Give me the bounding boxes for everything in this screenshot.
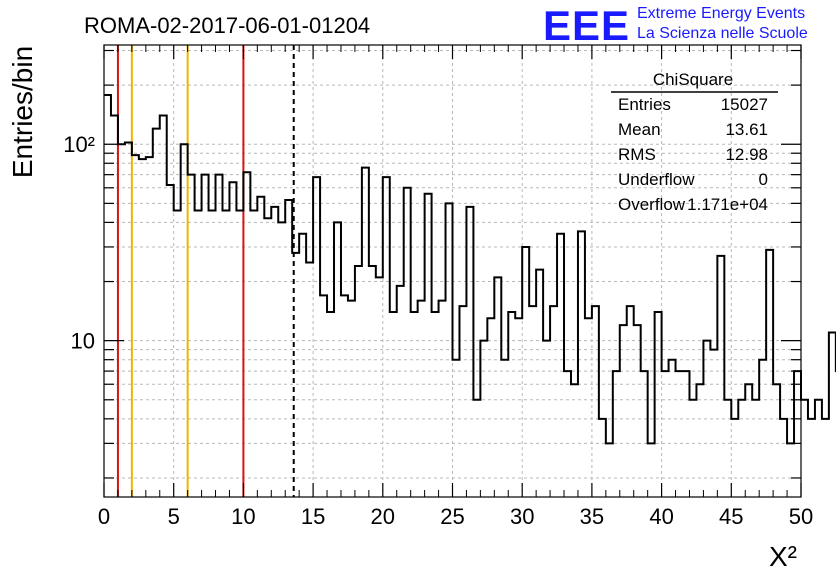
x-tick-label: 30 bbox=[510, 504, 534, 529]
eee-logo: EEE Extreme Energy Events La Scienza nel… bbox=[543, 2, 808, 49]
stats-value: 13.61 bbox=[725, 120, 768, 139]
chart-title: ROMA-02-2017-06-01-01204 bbox=[84, 13, 370, 38]
eee-logo-line1: Extreme Energy Events bbox=[637, 5, 805, 22]
y-axis-label: Entries/bin bbox=[7, 46, 38, 178]
stats-box: ChiSquare Entries 15027 Mean 13.61 RMS 12.98 U… bbox=[611, 70, 778, 214]
y-tick-label: 10² bbox=[63, 132, 95, 157]
stats-label: Underflow bbox=[618, 170, 695, 189]
stats-label: Entries bbox=[618, 95, 671, 114]
histogram-series bbox=[104, 94, 836, 445]
y-axis-ticks: 10 10² bbox=[63, 49, 801, 479]
x-tick-label: 15 bbox=[301, 504, 325, 529]
stats-title: ChiSquare bbox=[653, 70, 733, 89]
x-tick-label: 5 bbox=[168, 504, 180, 529]
x-axis-ticks: 0 5 10 15 20 25 30 35 40 45 50 bbox=[98, 45, 813, 529]
stats-label: Overflow bbox=[618, 195, 686, 214]
x-tick-label: 25 bbox=[440, 504, 464, 529]
eee-logo-mark: EEE bbox=[543, 2, 630, 49]
x-tick-label: 20 bbox=[371, 504, 395, 529]
x-tick-label: 10 bbox=[231, 504, 255, 529]
stats-label: Mean bbox=[618, 120, 661, 139]
stats-value: 12.98 bbox=[725, 145, 768, 164]
x-axis-label-text: X² bbox=[769, 541, 797, 572]
x-axis-label: X² bbox=[769, 541, 797, 572]
x-tick-label: 0 bbox=[98, 504, 110, 529]
stats-value: 15027 bbox=[721, 95, 768, 114]
x-tick-label: 50 bbox=[789, 504, 813, 529]
stats-value: 1.171e+04 bbox=[687, 195, 768, 214]
reference-lines bbox=[116, 45, 295, 497]
stats-value: 0 bbox=[759, 170, 768, 189]
x-tick-label: 45 bbox=[719, 504, 743, 529]
eee-logo-line2: La Scienza nelle Scuole bbox=[637, 25, 808, 42]
stats-label: RMS bbox=[618, 145, 656, 164]
x-tick-label: 40 bbox=[649, 504, 673, 529]
x-tick-label: 35 bbox=[580, 504, 604, 529]
y-tick-label: 10 bbox=[71, 329, 95, 354]
